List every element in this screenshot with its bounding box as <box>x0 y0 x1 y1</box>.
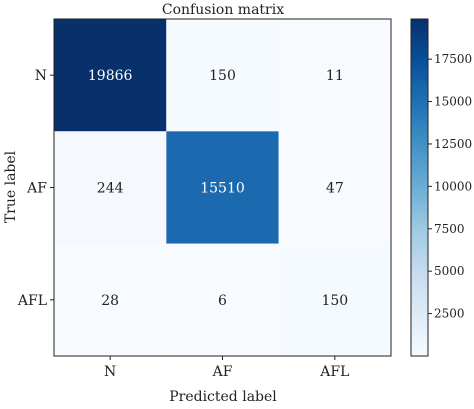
colorbar-tick-label: 12500 <box>434 137 472 151</box>
x-axis-ticks: N AF AFL <box>104 356 349 380</box>
y-axis-label: True label <box>3 150 19 223</box>
x-axis-label: Predicted label <box>169 389 277 405</box>
cell-value-label: 19866 <box>88 68 133 84</box>
matrix-cell-afl-af <box>166 243 279 356</box>
y-axis-ticks: N AF AFL <box>17 68 54 309</box>
matrix-cell-labels: 19866 150 11 244 15510 47 28 6 150 <box>88 68 348 309</box>
x-tick-label: N <box>104 364 116 380</box>
colorbar-tick-label: 10000 <box>434 179 472 193</box>
cell-value-label: 244 <box>97 181 124 197</box>
colorbar-tick-label: 15000 <box>434 95 472 109</box>
cell-value-label: 15510 <box>200 181 245 197</box>
colorbar-ticks: 2500 5000 7500 10000 12500 15000 17500 <box>428 52 472 321</box>
colorbar <box>410 18 429 357</box>
x-tick-label: AFL <box>319 364 349 380</box>
colorbar-tick-label: 7500 <box>434 222 465 236</box>
matrix-cells <box>54 19 391 356</box>
cell-value-label: 150 <box>209 68 236 84</box>
colorbar-tick-label: 5000 <box>434 264 465 278</box>
matrix-cell-afl-afl <box>278 243 391 356</box>
cell-value-label: 47 <box>326 181 344 197</box>
chart-title: Confusion matrix <box>162 2 284 18</box>
colorbar-tick-label: 17500 <box>434 52 472 66</box>
colorbar-tick-label: 2500 <box>434 307 465 321</box>
cell-value-label: 11 <box>326 68 344 84</box>
matrix-cell-n-n <box>54 19 167 132</box>
cell-value-label: 6 <box>218 293 227 309</box>
matrix-cell-af-afl <box>278 131 391 244</box>
cell-value-label: 150 <box>321 293 348 309</box>
matrix-cell-af-af <box>166 131 279 244</box>
y-tick-label: N <box>35 68 47 84</box>
matrix-cell-afl-n <box>54 243 167 356</box>
y-tick-label: AFL <box>17 293 47 309</box>
matrix-cell-n-af <box>166 19 279 132</box>
x-tick-label: AF <box>212 364 233 380</box>
y-tick-label: AF <box>26 181 47 197</box>
matrix-cell-af-n <box>54 131 167 244</box>
cell-value-label: 28 <box>101 293 119 309</box>
matrix-cell-n-afl <box>278 19 391 132</box>
